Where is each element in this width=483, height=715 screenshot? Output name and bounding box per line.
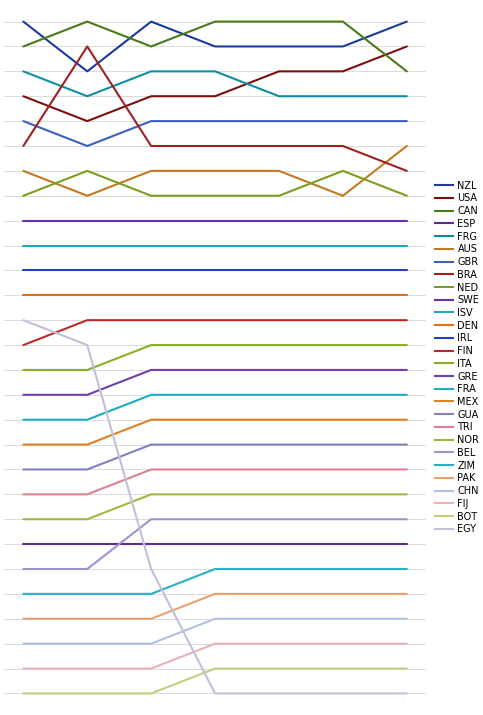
- Legend: NZL, USA, CAN, ESP, FRG, AUS, GBR, BRA, NED, SWE, ISV, DEN, IRL, FIN, ITA, GRE, : NZL, USA, CAN, ESP, FRG, AUS, GBR, BRA, …: [435, 181, 479, 534]
